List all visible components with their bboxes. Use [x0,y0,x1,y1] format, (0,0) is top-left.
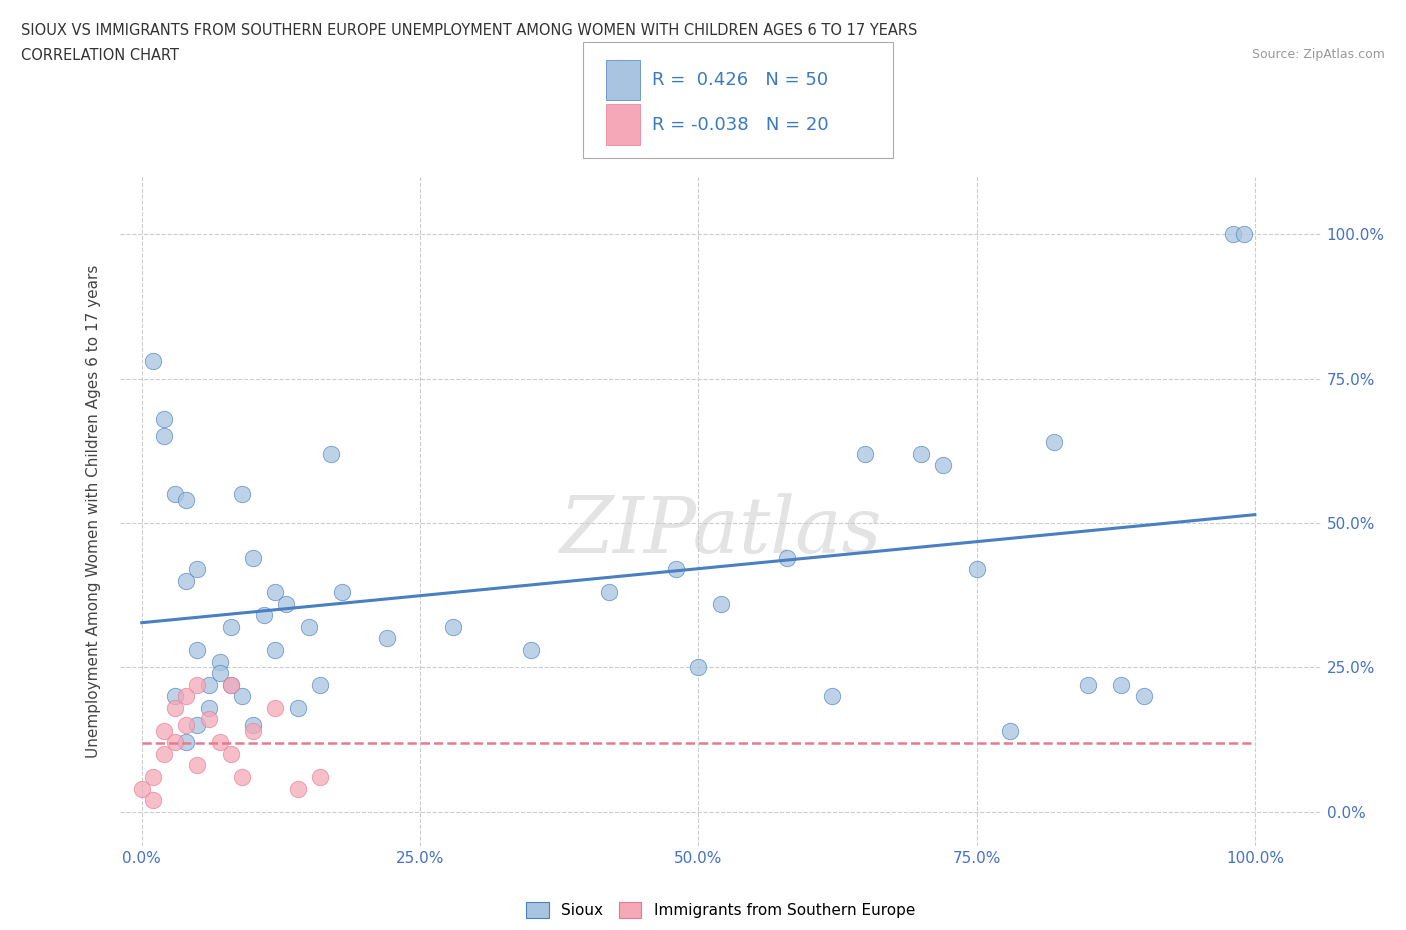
Point [219,747,242,762]
Point [174,573,197,588]
Point [242,718,264,733]
Point [174,493,197,508]
Point [153,429,176,444]
Point [242,724,264,738]
Point [319,446,342,461]
Point [253,608,276,623]
Point [197,677,219,692]
Point [153,724,176,738]
Text: R = -0.038   N = 20: R = -0.038 N = 20 [652,115,830,134]
Text: SIOUX VS IMMIGRANTS FROM SOUTHERN EUROPE UNEMPLOYMENT AMONG WOMEN WITH CHILDREN : SIOUX VS IMMIGRANTS FROM SOUTHERN EUROPE… [21,23,918,38]
Point [186,562,208,577]
Y-axis label: Unemployment Among Women with Children Ages 6 to 17 years: Unemployment Among Women with Children A… [86,265,101,758]
Point [208,666,231,681]
Point [1111,677,1133,692]
Point [131,781,153,796]
Point [197,711,219,726]
Point [932,458,955,472]
Point [264,700,287,715]
Text: R =  0.426   N = 50: R = 0.426 N = 50 [652,71,828,89]
Point [186,677,208,692]
Point [142,792,165,807]
Point [264,643,287,658]
Point [219,619,242,634]
Point [441,619,464,634]
Point [1132,689,1154,704]
Point [174,735,197,750]
Point [231,486,253,501]
Point [142,770,165,785]
Point [186,643,208,658]
Point [665,562,688,577]
Point [208,654,231,669]
Point [186,758,208,773]
Text: ZIPatlas: ZIPatlas [560,494,882,570]
Point [308,677,332,692]
Point [1222,227,1244,242]
Point [821,689,844,704]
Point [174,718,197,733]
Point [966,562,988,577]
Text: CORRELATION CHART: CORRELATION CHART [21,48,179,63]
Text: Source: ZipAtlas.com: Source: ZipAtlas.com [1251,48,1385,61]
Point [219,677,242,692]
Point [242,551,264,565]
Point [165,689,187,704]
Point [598,585,620,600]
Point [776,551,799,565]
Point [264,585,287,600]
Point [298,619,321,634]
Point [998,724,1021,738]
Point [276,596,298,611]
Point [1043,435,1066,450]
Point [330,585,353,600]
Point [1077,677,1099,692]
Point [165,700,187,715]
Point [142,354,165,369]
Point [1233,227,1256,242]
Point [186,718,208,733]
Point [165,486,187,501]
Point [231,770,253,785]
Point [287,700,309,715]
Point [375,631,398,646]
Point [853,446,876,461]
Point [208,735,231,750]
Point [709,596,731,611]
Point [219,677,242,692]
Point [165,735,187,750]
Point [910,446,932,461]
Point [231,689,253,704]
Point [174,689,197,704]
Point [153,412,176,427]
Point [688,660,710,675]
Point [308,770,332,785]
Point [520,643,543,658]
Point [287,781,309,796]
Legend: Sioux, Immigrants from Southern Europe: Sioux, Immigrants from Southern Europe [519,895,922,925]
Point [197,700,219,715]
Point [153,747,176,762]
